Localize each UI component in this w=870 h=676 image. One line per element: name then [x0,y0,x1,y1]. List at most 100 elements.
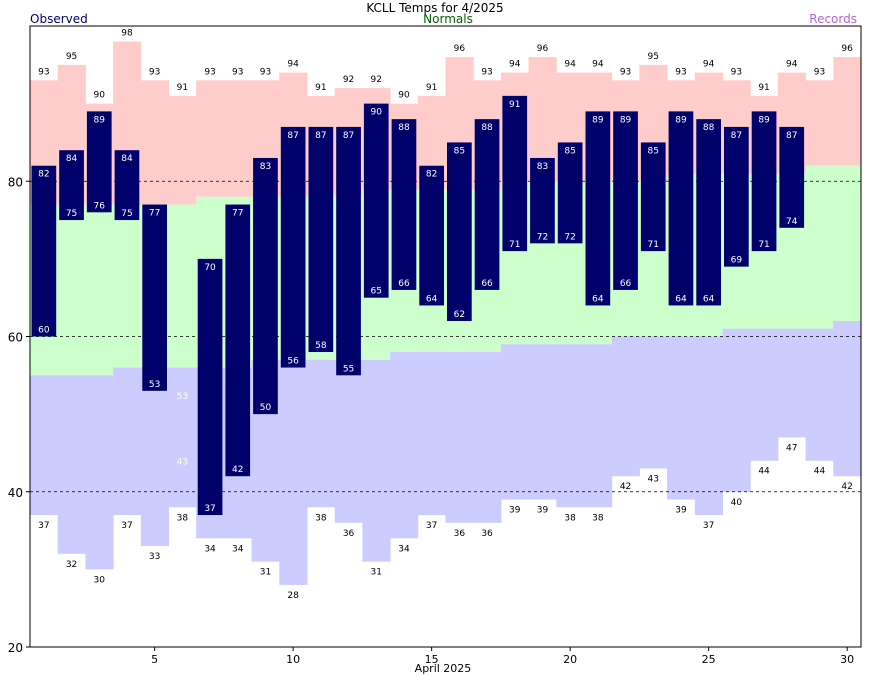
record-high-band [833,57,862,166]
observed-low-label: 53 [149,380,160,390]
normal-band [85,204,114,376]
observed-bar [640,142,666,252]
observed-high-label: 77 [149,209,160,219]
observed-low-label: 42 [232,465,243,475]
record-low-label: 33 [149,552,160,562]
record-low-band [694,336,723,516]
x-tick-label: 30 [840,653,854,666]
record-high-label: 93 [675,67,686,77]
record-low-band [307,359,336,508]
legend-records: Records [809,12,857,26]
x-axis-label: April 2025 [415,662,472,675]
record-low-band [750,328,779,461]
observed-high-label: 91 [509,100,520,110]
observed-high-label: 89 [94,115,106,125]
record-high-band [223,80,253,197]
y-tick-label: 60 [8,331,23,345]
record-high-label: 93 [731,67,742,77]
record-low-label: 38 [315,513,327,523]
axes: 20 40 60 80 5 10 15 20 25 30 [8,25,862,666]
record-low-label: 31 [371,568,382,578]
record-low-label: 37 [38,521,49,531]
record-high-label: 94 [592,60,604,70]
y-tick-label: 40 [8,486,23,500]
normal-band [113,204,142,368]
observed-bar [59,150,84,221]
record-low-band [777,328,807,438]
legend-normals: Normals [423,12,473,26]
record-high-label: 91 [758,83,769,93]
record-low-band [556,344,585,508]
observed-bar [142,204,167,391]
record-low-label: 38 [177,513,189,523]
observed-high-label: 89 [675,115,687,125]
record-high-label: 93 [814,67,825,77]
observed-high-label: 85 [564,146,575,156]
record-low-label: 34 [204,544,216,554]
record-high-label: 94 [786,60,798,70]
observed-bar [530,157,555,244]
observed-bar [363,103,389,298]
record-high-band [805,80,834,166]
record-low-band [57,375,86,554]
record-high-label: 93 [149,67,160,77]
record-high-label: 93 [38,67,49,77]
record-high-label: 93 [204,67,215,77]
observed-high-label: 88 [398,123,410,133]
observed-high-label: 85 [648,146,659,156]
record-low-band [722,328,751,492]
record-high-band [196,80,225,197]
observed-bar [280,126,306,368]
observed-bar [308,126,334,353]
observed-high-label: 77 [232,209,243,219]
observed-low-label: 71 [648,240,659,250]
observed-bar [585,111,611,306]
record-high-label: 94 [509,60,521,70]
record-low-label: 37 [426,521,437,531]
observed-low-label: 58 [315,341,327,351]
observed-low-label: 64 [592,294,604,304]
observed-bar [724,126,749,267]
observed-low-label: 60 [38,326,50,336]
observed-bar [31,165,57,337]
observed-low-label: 74 [786,217,798,227]
record-low-label: 43 [648,474,659,484]
record-low-band [445,352,474,523]
record-high-label: 90 [398,91,410,101]
record-low-band [639,336,668,469]
observed-high-label: 83 [537,162,548,172]
observed-low-label: 56 [287,357,299,367]
observed-low-label: 65 [371,287,382,297]
observed-low-label: 71 [758,240,769,250]
observed-low-label: 75 [121,209,132,219]
record-high-label: 94 [287,60,299,70]
record-low-label: 38 [564,513,576,523]
record-low-band [667,336,696,500]
record-low-band [140,367,169,547]
observed-high-label: 87 [315,131,326,141]
legend-observed: Observed [30,12,88,26]
observed-bar [502,95,528,252]
observed-extra-label: 53 [177,392,188,402]
record-low-label: 36 [454,529,466,539]
record-high-label: 94 [703,60,715,70]
observed-bars [31,95,805,516]
observed-bar [474,119,500,290]
observed-high-label: 90 [371,108,383,118]
grid-lines [30,180,861,493]
record-low-label: 39 [509,506,521,516]
observed-low-label: 62 [454,310,465,320]
record-high-band [168,95,197,205]
record-high-label: 92 [371,75,382,85]
x-tick-label: 10 [286,653,300,666]
record-high-label: 96 [537,44,549,54]
record-low-label: 34 [398,544,410,554]
observed-high-label: 87 [731,131,742,141]
record-low-band [500,344,530,500]
record-low-band [30,375,59,516]
observed-low-label: 64 [675,294,687,304]
record-high-label: 93 [620,67,631,77]
observed-high-label: 84 [121,154,133,164]
x-tick-label: 20 [563,653,577,666]
observed-high-label: 82 [426,170,437,180]
